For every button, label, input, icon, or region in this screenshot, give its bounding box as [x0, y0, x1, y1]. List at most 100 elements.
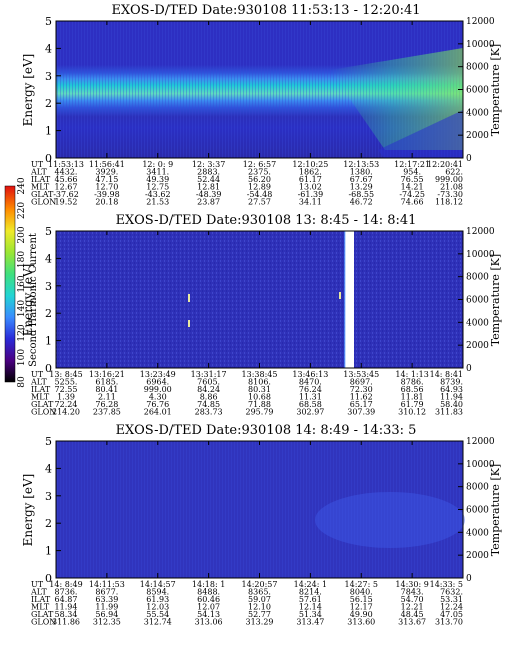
ephemeris-value: 313.60 — [347, 618, 375, 627]
ephemeris-row-label: MLT — [31, 603, 50, 612]
ephemeris-value: 64.87 — [55, 595, 78, 604]
ephemeris-value: 65.17 — [350, 400, 373, 409]
ephemeris-value: 76.76 — [146, 400, 169, 409]
ephemeris-value: 49.39 — [146, 175, 169, 184]
y-tick-label: 1 — [45, 545, 52, 558]
y-tick-label: 4 — [45, 42, 52, 55]
ephemeris-value: 76.28 — [95, 400, 118, 409]
ephemeris-row-label: ALT — [30, 378, 47, 387]
y2-tick-label: 2000 — [466, 551, 489, 561]
ephemeris-row-label: UT — [31, 160, 44, 169]
ephemeris-value: 13: 8:45 — [49, 370, 82, 379]
ephemeris-value: 13:16:21 — [89, 370, 125, 379]
ephemeris-value: 13:46:13 — [292, 370, 328, 379]
ephemeris-value: 14:11:53 — [89, 580, 125, 589]
ephemeris-value: 21.53 — [146, 198, 169, 207]
ephemeris-value: 4.30 — [149, 393, 167, 402]
ephemeris-value: 12.03 — [146, 603, 169, 612]
panel-3-title: EXOS-D/TED Date:930108 14: 8:49 - 14:33:… — [116, 423, 417, 438]
colorbar-tick-label: 220 — [17, 202, 27, 219]
ephemeris-value: 72.30 — [350, 385, 373, 394]
ephemeris-value: 14: 1:13 — [395, 370, 428, 379]
ephemeris-value: 14: 8:49 — [49, 580, 82, 589]
y2-tick-label: 6000 — [466, 296, 489, 306]
y-tick-label: 0 — [45, 572, 52, 585]
panel-1-axes: 0 1 2 3 4 5 0 2000 4000 6000 8000 10000 12000 — [45, 15, 495, 165]
ephemeris-value: 13.02 — [299, 183, 322, 192]
ephemeris-value: 52.77 — [248, 610, 271, 619]
ephemeris-value: 54.13 — [197, 610, 220, 619]
y2-tick-label: 0 — [466, 364, 472, 374]
ephemeris-value: 63.39 — [95, 595, 118, 604]
ephemeris-value: 237.85 — [93, 408, 121, 417]
panel-3-ylabel-right: Temperature [K] — [489, 464, 502, 556]
y-tick-label: 3 — [45, 490, 52, 503]
ephemeris-value: 12.89 — [248, 183, 271, 192]
ephemeris-value: 8.86 — [200, 393, 218, 402]
ephemeris-value: 14.21 — [401, 183, 424, 192]
y2-tick-label: 12000 — [466, 17, 495, 27]
ephemeris-value: 8594. — [146, 588, 169, 597]
ephemeris-value: 954. — [403, 168, 421, 177]
y2-tick-label: 0 — [466, 574, 472, 584]
ephemeris-value: 11.94 — [55, 603, 78, 612]
panel-1-ylabel-right: Temperature [K] — [489, 44, 502, 136]
ephemeris-value: 6964. — [146, 378, 169, 387]
ephemeris-value: 8736. — [55, 588, 78, 597]
ephemeris-value: 80.41 — [95, 385, 118, 394]
ephemeris-value: 59.07 — [248, 595, 271, 604]
ephemeris-value: 313.70 — [435, 618, 463, 627]
ephemeris-row-label: ILAT — [31, 595, 51, 604]
ephemeris-row-label: GLAT — [31, 190, 54, 199]
y2-tick-label: 0 — [466, 154, 472, 164]
ephemeris-value: 12.10 — [248, 603, 271, 612]
colorbar-tick-label: 200 — [17, 226, 27, 243]
ephemeris-value: 13.29 — [350, 183, 373, 192]
ephemeris-value: 8739. — [440, 378, 463, 387]
ephemeris-value: 74.85 — [197, 400, 220, 409]
ephemeris-value: 27.57 — [248, 198, 271, 207]
ephemeris-value: 1380. — [350, 168, 373, 177]
y-tick-label: 1 — [45, 125, 52, 138]
ephemeris-value: 8470. — [299, 378, 322, 387]
ephemeris-value: 7605. — [197, 378, 220, 387]
ephemeris-value: 999.00 — [144, 385, 172, 394]
ephemeris-value: 56.15 — [350, 595, 373, 604]
colorbar-tick-label: 160 — [17, 275, 27, 292]
ephemeris-value: 264.01 — [144, 408, 172, 417]
ephemeris-value: 52.44 — [197, 175, 220, 184]
ephemeris-row-label: ALT — [30, 588, 47, 597]
y2-tick-label: 12000 — [466, 437, 495, 447]
ephemeris-value: 53.31 — [440, 595, 463, 604]
ephemeris-row-label: ILAT — [31, 175, 51, 184]
panel-2-axes: 0 1 2 3 4 5 0 2000 4000 6000 8000 10000 12000 — [45, 225, 495, 375]
ephemeris-value: 302.97 — [296, 408, 324, 417]
y2-tick-label: 8000 — [466, 483, 489, 493]
panel-3: EXOS-D/TED Date:930108 14: 8:49 - 14:33:… — [21, 423, 502, 627]
ephemeris-value: 14:33: 5 — [430, 580, 463, 589]
ephemeris-value: 13:53:45 — [343, 370, 379, 379]
ephemeris-value: 8677. — [95, 588, 118, 597]
ephemeris-value: 58.34 — [55, 610, 78, 619]
colorbar-tick-label: 180 — [17, 251, 27, 268]
ephemeris-value: -54.48 — [247, 190, 273, 199]
ephemeris-value: -39.98 — [94, 190, 120, 199]
ephemeris-row-label: ILAT — [31, 385, 51, 394]
ephemeris-value: 12.24 — [440, 603, 463, 612]
ephemeris-value: -61.39 — [298, 190, 324, 199]
ephemeris-value: 46.72 — [350, 198, 373, 207]
y-tick-label: 4 — [45, 252, 52, 265]
panel-2-data-gap — [345, 231, 354, 368]
panel-1-title: EXOS-D/TED Date:930108 11:53:13 - 12:20:… — [111, 3, 420, 18]
ephemeris-row-label: GLON — [31, 198, 56, 207]
ephemeris-value: 12:10:25 — [292, 160, 328, 169]
ephemeris-value: 72.55 — [55, 385, 78, 394]
ephemeris-value: 14: 8:41 — [430, 370, 463, 379]
panel-1-ephemeris: UT 11:53:13 11:56:41 12: 0: 9 12: 3:37 12: 6:… — [30, 160, 463, 207]
ephemeris-value: 19.52 — [55, 198, 78, 207]
panel-2-texture — [56, 231, 463, 368]
ephemeris-value: -68.55 — [348, 190, 374, 199]
ephemeris-row-label: MLT — [31, 183, 50, 192]
ephemeris-value: 8214. — [299, 588, 322, 597]
y2-tick-label: 10000 — [466, 40, 495, 50]
